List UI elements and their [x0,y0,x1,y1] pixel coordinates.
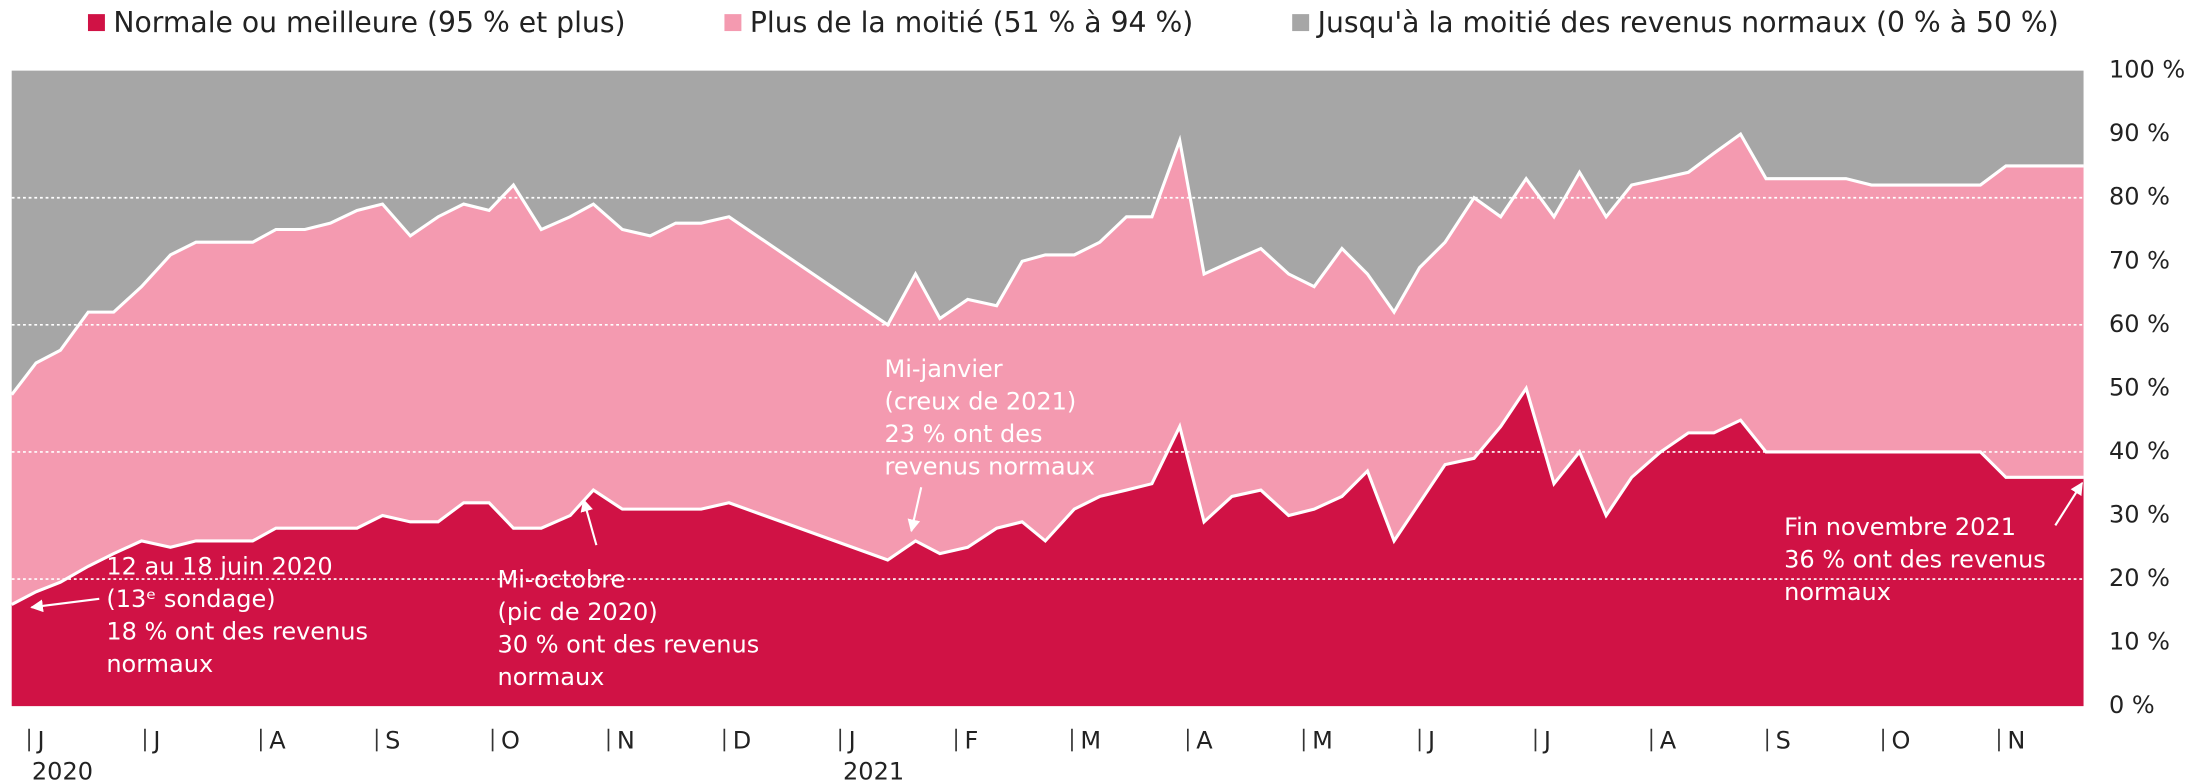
x-tick-label: O [1892,726,1911,754]
legend-label: Jusqu'à la moitié des revenus normaux (0… [1316,6,2059,39]
annotation: Mi-octobre [498,565,626,593]
annotation: revenus normaux [885,452,1095,480]
annotation: 36 % ont des revenus [1784,546,2046,574]
y-tick-label: 90 % [2109,119,2170,147]
y-tick-label: 80 % [2109,183,2170,211]
annotation: 18 % ont des revenus [106,618,368,646]
x-tick-label: J [1426,726,1435,754]
y-tick-label: 100 % [2109,56,2185,84]
x-tick-label: S [1776,726,1791,754]
annotation: (creux de 2021) [885,388,1077,416]
x-tick-label: M [1080,726,1101,754]
annotation: (pic de 2020) [498,598,658,626]
annotation-arrow [580,498,598,546]
x-tick-label: J [847,726,856,754]
annotation-arrow [30,597,100,613]
legend-swatch [724,14,742,32]
x-tick-label: M [1312,726,1333,754]
annotation: (13ᵉ sondage) [106,585,275,613]
legend-label: Normale ou meilleure (95 % et plus) [113,6,625,39]
x-tick-label: J [1542,726,1551,754]
year-label: 2020 [32,758,93,781]
annotation: 30 % ont des revenus [498,630,760,658]
y-tick-label: 50 % [2109,373,2170,401]
x-tick-label: J [151,726,160,754]
x-tick-label: A [1196,726,1213,754]
y-tick-label: 70 % [2109,246,2170,274]
annotation: normaux [498,663,605,691]
x-tick-label: A [1660,726,1677,754]
year-label: 2021 [843,758,904,781]
x-tick-label: D [733,726,751,754]
area [11,388,2084,707]
annotation: Mi-janvier [885,355,1003,383]
y-tick-label: 60 % [2109,310,2170,338]
y-tick-label: 30 % [2109,500,2170,528]
x-tick-label: N [617,726,635,754]
boundary-line [10,384,2084,606]
x-tick-label: J [36,726,45,754]
y-tick-label: 20 % [2109,564,2170,592]
x-tick-label: A [269,726,286,754]
annotation: 23 % ont des [885,420,1043,448]
x-tick-label: S [385,726,400,754]
y-tick-label: 40 % [2109,437,2170,465]
area [11,134,2084,605]
annotation: normaux [1784,578,1891,606]
area [11,70,2084,395]
x-tick-label: F [965,726,979,754]
x-tick-label: N [2007,726,2025,754]
y-tick-label: 0 % [2109,691,2155,719]
annotation-arrow [907,487,923,533]
legend-label: Plus de la moitié (51 % à 94 %) [750,6,1193,39]
x-tick-label: O [501,726,520,754]
annotation: Fin novembre 2021 [1784,513,2016,541]
annotation-arrow [2054,481,2084,526]
y-tick-label: 10 % [2109,628,2170,656]
annotation: 12 au 18 juin 2020 [106,553,332,581]
legend-swatch [87,14,105,32]
annotation: normaux [106,650,213,678]
legend-swatch [1292,14,1310,32]
boundary-line [10,131,2084,396]
